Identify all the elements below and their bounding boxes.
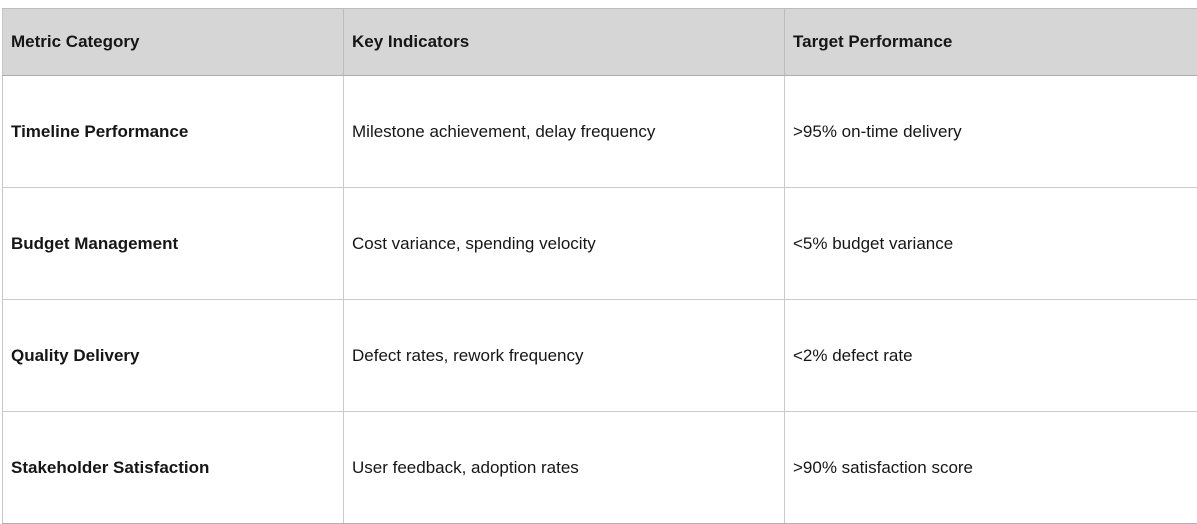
table-row: Budget Management Cost variance, spendin…	[2, 187, 1197, 300]
metric-category-cell: Budget Management	[2, 187, 344, 300]
key-indicators-cell: Cost variance, spending velocity	[343, 187, 785, 300]
column-header-key-indicators: Key Indicators	[343, 8, 785, 76]
header-row: Metric Category Key Indicators Target Pe…	[2, 8, 1197, 76]
key-indicators-cell: Defect rates, rework frequency	[343, 299, 785, 412]
column-header-target-performance: Target Performance	[784, 8, 1197, 76]
metric-category-cell: Quality Delivery	[2, 299, 344, 412]
metric-category-cell: Stakeholder Satisfaction	[2, 411, 344, 524]
column-header-metric-category: Metric Category	[2, 8, 344, 76]
table-row: Stakeholder Satisfaction User feedback, …	[2, 411, 1197, 524]
metric-category-cell: Timeline Performance	[2, 75, 344, 188]
target-performance-cell: <5% budget variance	[784, 187, 1197, 300]
key-indicators-cell: User feedback, adoption rates	[343, 411, 785, 524]
key-indicators-cell: Milestone achievement, delay frequency	[343, 75, 785, 188]
metrics-table: Metric Category Key Indicators Target Pe…	[2, 8, 1197, 524]
target-performance-cell: <2% defect rate	[784, 299, 1197, 412]
metrics-table-container: Metric Category Key Indicators Target Pe…	[2, 8, 1197, 524]
target-performance-cell: >95% on-time delivery	[784, 75, 1197, 188]
target-performance-cell: >90% satisfaction score	[784, 411, 1197, 524]
table-row: Quality Delivery Defect rates, rework fr…	[2, 299, 1197, 412]
table-row: Timeline Performance Milestone achieveme…	[2, 75, 1197, 188]
